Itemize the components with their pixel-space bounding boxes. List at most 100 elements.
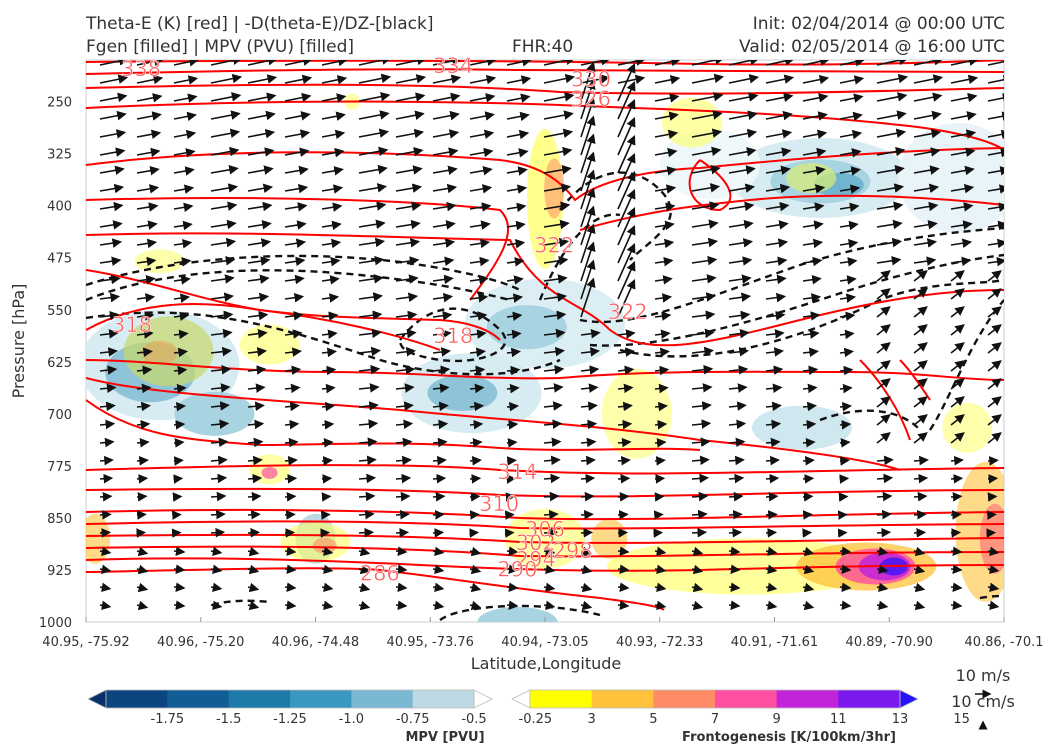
wind-vector [358, 546, 371, 557]
wind-vector [543, 564, 556, 575]
wind-vector [543, 92, 575, 102]
wind-vector [950, 183, 975, 194]
wind-vector [136, 129, 162, 139]
wind-vector [691, 383, 713, 393]
colorbar-tick-label: 9 [773, 712, 781, 727]
theta-e-contour-label: 314 [497, 460, 537, 484]
field-fill [786, 162, 837, 193]
wind-vector [395, 165, 423, 175]
colorbar-segment [351, 690, 414, 708]
wind-vector [284, 419, 300, 430]
wind-vector [210, 491, 227, 502]
wind-vector [654, 492, 665, 502]
wind-vector [728, 183, 756, 193]
wind-vector [617, 171, 636, 210]
wind-vector [284, 564, 297, 574]
wind-vector [987, 396, 1002, 408]
wind-vector [839, 546, 852, 556]
wind-vector [876, 73, 909, 84]
wind-vector [654, 329, 671, 339]
dthetae-dz-contour [398, 307, 507, 363]
wind-vector [765, 401, 782, 412]
wind-vector [580, 419, 598, 430]
wind-vector [617, 225, 636, 264]
wind-vector [210, 146, 240, 157]
wind-vector [950, 306, 965, 318]
y-tick-label: 850 [47, 512, 72, 527]
theta-e-contour [86, 533, 1004, 544]
wind-vector [320, 510, 331, 520]
wind-vector [247, 546, 260, 557]
field-fill [898, 122, 1004, 233]
wind-vector [99, 582, 112, 593]
wind-vector [654, 184, 677, 194]
theta-e-contour-label: 338 [121, 57, 161, 81]
wind-vector [395, 509, 410, 520]
wind-vector [284, 129, 311, 139]
wind-vector [802, 74, 830, 85]
wind-vector [210, 237, 237, 248]
wind-vector [432, 274, 454, 285]
wind-vector [469, 437, 483, 448]
wind-vector [728, 165, 756, 175]
wind-vector [617, 510, 629, 520]
wind-vector [617, 81, 636, 120]
wind-vector [358, 455, 377, 466]
mpv-colorbar-label: MPV [PVU] [405, 730, 484, 745]
wind-vector [247, 564, 260, 575]
dthetae-dz-contour [619, 278, 1004, 358]
colorbar-outline [529, 689, 901, 709]
wind-vector [765, 473, 780, 484]
forecast-hour: FHR:40 [512, 37, 574, 57]
theta-e-contour [86, 232, 1004, 347]
wind-vector [617, 419, 633, 430]
theta-e-contour-label: 290 [497, 557, 537, 581]
wind-vector [395, 328, 417, 339]
wind-vector [654, 383, 669, 394]
wind-vector [580, 328, 601, 339]
wind-vector [284, 292, 305, 303]
wind-vector [358, 292, 383, 302]
wind-vector [173, 438, 185, 448]
colorbar-segment [290, 690, 352, 708]
wind-vector [210, 600, 223, 611]
wind-vector [913, 414, 928, 426]
wind-vector [839, 420, 852, 430]
wind-vector [765, 491, 779, 502]
wind-vector [691, 328, 715, 339]
wind-vector [913, 270, 928, 282]
field-fill [141, 340, 178, 365]
wind-vector [395, 74, 427, 84]
wind-vector [765, 92, 794, 103]
wind-vector [210, 546, 223, 557]
wind-vector [691, 201, 720, 211]
wind-vector [321, 419, 335, 430]
wind-vector [210, 582, 223, 593]
wind-vector [950, 165, 975, 176]
wind-vector [987, 306, 1002, 318]
wind-vector [913, 360, 928, 372]
wind-vector [284, 582, 297, 592]
wind-vector [173, 257, 192, 267]
wind-vector [913, 74, 944, 84]
wind-vector [580, 437, 597, 448]
wind-vector [913, 220, 938, 230]
dthetae-dz-contour [929, 299, 1004, 431]
wind-vector [876, 237, 903, 248]
wind-vector [987, 147, 1004, 158]
theta-e-contour-label: 302 [516, 531, 556, 555]
wind-vector [469, 202, 492, 212]
x-tick-label: 40.95, -75.92 [42, 635, 129, 650]
wind-vector [765, 347, 784, 357]
wind-vector [802, 165, 826, 176]
wind-vector [913, 256, 937, 266]
wind-vector [838, 492, 849, 502]
wind-vector [654, 166, 677, 176]
wind-vector [950, 256, 972, 267]
wind-vector [321, 311, 339, 321]
wind-vector [136, 492, 148, 502]
wind-vector [506, 293, 524, 303]
wind-vector [358, 527, 375, 538]
wind-vector [876, 455, 894, 466]
wind-vector [469, 528, 480, 538]
